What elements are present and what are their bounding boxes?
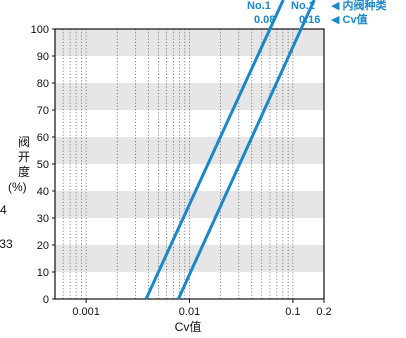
legend-series-1-cv: 0.08 bbox=[254, 14, 275, 26]
y-tick-label: 0 bbox=[43, 294, 49, 306]
y-tick-label: 10 bbox=[37, 267, 49, 279]
legend-series-1-name: No.1 bbox=[247, 0, 271, 12]
legend-series-2-name: No.2 bbox=[291, 0, 315, 12]
clipped-left-text-2: .33 bbox=[0, 237, 13, 251]
y-tick-label: 50 bbox=[37, 159, 49, 171]
y-tick-label: 100 bbox=[31, 24, 49, 36]
x-axis-title: Cv值 bbox=[175, 319, 202, 334]
y-tick-label: 30 bbox=[37, 213, 49, 225]
series-line-2 bbox=[176, 0, 316, 300]
legend-label-cv: ◀ Cv值 bbox=[331, 12, 368, 26]
y-tick-label: 20 bbox=[37, 240, 49, 252]
y-tick-label: 90 bbox=[37, 51, 49, 63]
x-tick-label: 0.001 bbox=[72, 306, 100, 318]
y-tick-label: 70 bbox=[37, 105, 49, 117]
legend-label-valve-type: ◀ 内阀种类 bbox=[331, 0, 388, 12]
x-tick-label: 0.01 bbox=[179, 306, 200, 318]
axis-ticks bbox=[52, 28, 325, 303]
y-tick-label: 80 bbox=[37, 78, 49, 90]
x-tick-label: 0.2 bbox=[316, 306, 331, 318]
y-tick-label: 40 bbox=[37, 186, 49, 198]
x-tick-label: 0.1 bbox=[285, 306, 300, 318]
y-tick-label: 60 bbox=[37, 132, 49, 144]
grid-band-1 bbox=[55, 245, 324, 272]
series-line-1 bbox=[144, 0, 285, 300]
y-axis-title: 阀开度(%) bbox=[8, 135, 30, 194]
tick-labels: 0 10 20 30 40 50 60 70 80 90 100 0.001 0.01 0.1 0.2 bbox=[31, 24, 332, 318]
series-lines bbox=[144, 0, 316, 300]
legend-series-2-cv: 0.16 bbox=[299, 14, 320, 26]
clipped-left-text-1: 4 bbox=[0, 203, 7, 217]
